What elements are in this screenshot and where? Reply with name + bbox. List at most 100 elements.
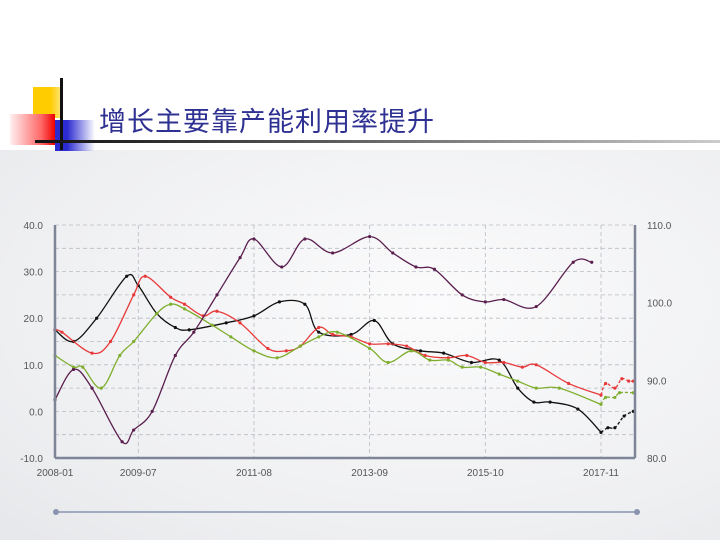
data-point-purple bbox=[252, 237, 256, 241]
data-point-purple bbox=[173, 353, 177, 358]
data-point-green bbox=[386, 360, 390, 365]
data-point-black bbox=[622, 414, 626, 418]
data-point-green bbox=[516, 379, 520, 383]
data-point-black bbox=[349, 332, 353, 337]
y-right-tick-label: 100.0 bbox=[647, 299, 672, 310]
data-point-purple bbox=[132, 428, 136, 432]
data-point-purple bbox=[368, 235, 372, 239]
data-point-green bbox=[169, 302, 173, 306]
data-point-green bbox=[210, 323, 214, 327]
data-point-purple bbox=[71, 367, 76, 372]
data-point-black bbox=[303, 302, 307, 306]
data-point-green bbox=[428, 358, 432, 362]
data-point-black bbox=[95, 316, 99, 320]
data-point-green bbox=[335, 330, 339, 334]
data-point-black bbox=[516, 386, 520, 390]
data-point-red bbox=[567, 381, 571, 386]
data-point-purple bbox=[590, 260, 594, 264]
data-point-purple bbox=[120, 440, 124, 444]
data-point-green bbox=[534, 386, 538, 390]
data-point-black bbox=[277, 300, 282, 304]
data-point-red bbox=[143, 274, 147, 278]
data-point-black bbox=[418, 349, 423, 353]
data-point-black bbox=[497, 358, 501, 362]
data-point-red bbox=[182, 302, 187, 306]
data-point-black bbox=[372, 318, 376, 323]
data-point-red bbox=[60, 330, 64, 334]
data-point-red bbox=[620, 377, 624, 381]
series-green bbox=[53, 302, 635, 407]
data-point-red bbox=[108, 339, 113, 344]
data-point-purple bbox=[571, 260, 575, 264]
data-point-purple bbox=[331, 251, 335, 255]
data-point-black bbox=[317, 330, 321, 334]
data-point-red bbox=[423, 353, 427, 358]
data-point-red bbox=[266, 346, 270, 351]
y-left-tick-label: 10.0 bbox=[24, 361, 44, 372]
range-slider-handle-left[interactable] bbox=[53, 509, 59, 515]
data-point-green bbox=[446, 358, 450, 362]
data-point-red bbox=[169, 295, 173, 299]
data-point-black bbox=[252, 314, 256, 318]
series-line-green bbox=[54, 303, 602, 406]
data-point-green bbox=[71, 365, 76, 369]
x-tick-label: 2013-09 bbox=[351, 468, 388, 479]
decor-horizontal-line bbox=[35, 140, 720, 143]
data-point-black bbox=[469, 360, 474, 365]
data-point-purple bbox=[432, 267, 437, 271]
data-point-green bbox=[460, 365, 464, 369]
data-point-green bbox=[118, 353, 122, 358]
data-point-green bbox=[132, 339, 136, 344]
data-point-black bbox=[442, 351, 446, 355]
data-point-red bbox=[317, 325, 321, 330]
data-point-purple bbox=[90, 386, 94, 390]
data-point-black bbox=[187, 328, 191, 332]
range-slider-handle-right[interactable] bbox=[634, 509, 640, 515]
slide-background bbox=[0, 150, 720, 540]
data-point-green bbox=[613, 395, 617, 400]
data-point-red bbox=[502, 360, 506, 365]
data-point-black bbox=[224, 321, 228, 325]
data-point-purple bbox=[414, 265, 418, 269]
data-point-black bbox=[548, 400, 552, 404]
data-point-red bbox=[483, 360, 487, 365]
data-point-green bbox=[317, 335, 321, 339]
series-purple bbox=[53, 235, 594, 445]
data-point-black bbox=[125, 274, 129, 278]
y-right-tick-label: 90.0 bbox=[647, 376, 667, 387]
data-point-green bbox=[368, 346, 372, 351]
x-tick-label: 2017-11 bbox=[583, 468, 619, 479]
data-point-purple bbox=[502, 297, 506, 302]
x-tick-label: 2011-08 bbox=[236, 468, 272, 479]
data-point-red bbox=[534, 363, 538, 367]
decor-vertical-line bbox=[60, 78, 63, 150]
data-point-purple bbox=[150, 409, 154, 413]
data-point-green bbox=[604, 395, 608, 400]
decor-yellow-square bbox=[33, 87, 62, 118]
data-point-green bbox=[275, 356, 279, 360]
data-point-green bbox=[409, 349, 413, 353]
data-point-red bbox=[368, 342, 372, 346]
data-point-green bbox=[155, 311, 159, 316]
y-left-tick-label: 20.0 bbox=[24, 314, 44, 325]
data-point-red bbox=[386, 342, 390, 346]
data-point-green bbox=[479, 365, 483, 369]
data-point-green bbox=[99, 386, 103, 390]
x-tick-label: 2008-01 bbox=[37, 468, 74, 479]
data-point-green bbox=[617, 391, 622, 395]
data-point-black bbox=[532, 400, 536, 404]
y-left-tick-label: 0.0 bbox=[29, 407, 43, 418]
data-point-green bbox=[497, 372, 501, 376]
y-left-tick-label: -10.0 bbox=[20, 454, 43, 465]
series-line-black bbox=[54, 273, 602, 433]
data-point-red bbox=[90, 351, 94, 355]
data-point-purple bbox=[303, 237, 307, 241]
data-point-red bbox=[215, 309, 219, 313]
data-point-black bbox=[173, 325, 177, 330]
data-point-black bbox=[613, 426, 617, 430]
y-right-tick-label: 80.0 bbox=[647, 454, 667, 465]
data-point-red bbox=[465, 353, 469, 358]
data-point-green bbox=[252, 349, 256, 353]
data-point-red bbox=[520, 365, 524, 369]
